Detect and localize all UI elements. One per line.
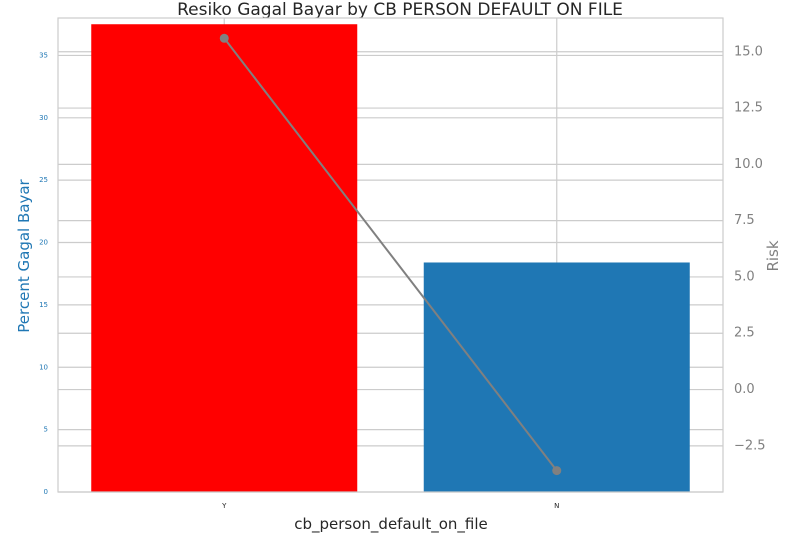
x-tick-label: Y bbox=[221, 502, 227, 510]
right-tick-label: 7.5 bbox=[734, 213, 755, 228]
x-axis-label: cb_person_default_on_file bbox=[294, 515, 488, 534]
risk-line bbox=[223, 37, 558, 472]
x-tick-label: N bbox=[554, 502, 559, 510]
right-tick-label: 5.0 bbox=[734, 269, 755, 284]
left-axis-label: Percent Gagal Bayar bbox=[15, 178, 33, 332]
right-tick-label: 0.0 bbox=[734, 382, 755, 397]
bar-y bbox=[91, 24, 358, 492]
left-axis-ticks: 0 5 10 15 20 25 30 35 bbox=[39, 51, 48, 496]
bars bbox=[91, 24, 690, 492]
right-axis-ticks: −2.5 0.0 2.5 5.0 7.5 10.0 12.5 15.0 bbox=[734, 44, 766, 453]
right-tick-label: 12.5 bbox=[734, 101, 763, 116]
left-tick-label: 35 bbox=[39, 51, 48, 59]
plot-frame bbox=[57, 17, 724, 493]
risk-point-y bbox=[219, 33, 229, 43]
left-tick-label: 30 bbox=[39, 114, 48, 122]
right-tick-label: 15.0 bbox=[734, 44, 763, 59]
risk-point-n bbox=[552, 466, 562, 476]
left-tick-label: 5 bbox=[44, 426, 48, 434]
right-tick-label: 10.0 bbox=[734, 157, 763, 172]
risk-line-series bbox=[219, 33, 562, 476]
left-tick-label: 15 bbox=[39, 301, 48, 309]
right-tick-label: −2.5 bbox=[734, 438, 766, 453]
left-tick-label: 25 bbox=[39, 176, 48, 184]
right-axis-label: Risk bbox=[764, 240, 782, 271]
chart-title: Resiko Gagal Bayar by CB PERSON DEFAULT … bbox=[177, 0, 623, 20]
left-tick-label: 0 bbox=[44, 488, 48, 496]
left-tick-label: 10 bbox=[39, 363, 48, 371]
left-tick-label: 20 bbox=[39, 239, 48, 247]
right-tick-label: 2.5 bbox=[734, 326, 755, 341]
bar-n bbox=[423, 262, 690, 492]
